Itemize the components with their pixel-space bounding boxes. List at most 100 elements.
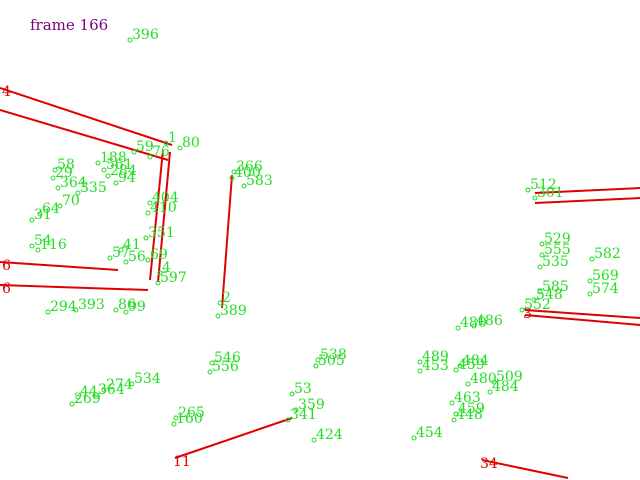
tracked-point: 294 — [45, 299, 77, 315]
segment-line — [0, 109, 169, 161]
point-label: 552 — [524, 297, 551, 313]
point-label: 4 — [162, 260, 171, 276]
segment-line — [0, 284, 149, 291]
tracked-point: 188 — [95, 150, 127, 166]
point-marker — [147, 154, 153, 160]
point-marker — [171, 421, 177, 427]
point-label: 188 — [100, 150, 127, 166]
tracked-point: 424 — [311, 427, 343, 443]
point-label: 31 — [34, 207, 52, 223]
tracked-point: 489 — [417, 349, 449, 365]
point-marker — [525, 187, 531, 193]
point-label: 509 — [496, 369, 523, 385]
tracked-point: 459 — [453, 357, 485, 373]
point-marker — [131, 149, 137, 155]
point-marker — [52, 167, 58, 173]
point-marker — [217, 300, 223, 306]
point-label: 484 — [462, 353, 489, 369]
point-label: 116 — [40, 237, 67, 253]
point-marker — [69, 401, 75, 407]
tracked-point: 58 — [52, 157, 75, 173]
tracked-point: 396 — [127, 27, 159, 43]
point-marker — [229, 175, 235, 181]
point-marker — [105, 173, 111, 179]
point-label: 486 — [476, 313, 503, 329]
tracked-point: 597 — [155, 270, 187, 286]
point-marker — [411, 435, 417, 441]
point-label: 41 — [123, 237, 141, 253]
point-marker — [29, 243, 35, 249]
tracked-point: 484 — [457, 353, 489, 369]
tracked-point: 480 — [465, 371, 497, 387]
tracked-point: 265 — [173, 405, 205, 421]
point-marker — [285, 417, 291, 423]
point-label: 534 — [134, 371, 161, 387]
point-marker — [449, 400, 455, 406]
point-label: 53 — [294, 381, 312, 397]
frame-title: frame 166 — [30, 16, 109, 34]
tracked-point: 59 — [131, 139, 154, 155]
point-marker — [491, 379, 497, 385]
point-label: 459 — [458, 357, 485, 373]
segment-line — [534, 187, 640, 194]
tracked-point: 561 — [101, 157, 133, 173]
point-marker — [457, 363, 463, 369]
point-marker — [293, 407, 299, 413]
tracked-point: 53 — [289, 381, 312, 397]
tracked-point: 64 — [37, 201, 60, 217]
point-label: 99 — [128, 299, 146, 315]
point-label: 480 — [460, 315, 487, 331]
point-marker — [207, 369, 213, 375]
segment-label: 3 — [523, 306, 532, 322]
tracked-point: 569 — [587, 268, 619, 284]
point-label: 585 — [542, 279, 569, 295]
tracked-point: 582 — [589, 246, 621, 262]
point-marker — [471, 323, 477, 329]
tracked-point: 44 — [75, 384, 98, 400]
tracked-point: 364 — [55, 175, 87, 191]
point-marker — [532, 195, 538, 201]
point-label: 561 — [106, 157, 133, 173]
point-marker — [465, 381, 471, 387]
point-marker — [50, 175, 56, 181]
tracked-point: 31 — [29, 207, 52, 223]
point-label: 364 — [98, 382, 125, 398]
point-label: 57 — [112, 245, 130, 261]
point-marker — [453, 367, 459, 373]
point-marker — [118, 247, 124, 253]
tracked-point: 56 — [123, 249, 146, 265]
segment-line — [0, 261, 119, 271]
point-label: 582 — [594, 246, 621, 262]
point-marker — [587, 278, 593, 284]
point-label: 59 — [136, 139, 154, 155]
tracked-point: 448 — [451, 407, 483, 423]
tracked-point: 453 — [417, 358, 449, 374]
tracked-point: 529 — [539, 231, 571, 247]
point-marker — [29, 217, 35, 223]
point-label: 301 — [537, 185, 564, 201]
point-label: 535 — [542, 254, 569, 270]
point-label: 76 — [152, 144, 170, 160]
segment-line — [481, 459, 569, 479]
tracked-point: 80 — [177, 135, 200, 151]
tracked-point: 538 — [315, 347, 347, 363]
tracked-point: 546 — [209, 350, 241, 366]
segment-line — [174, 417, 293, 459]
point-label: 546 — [214, 350, 241, 366]
point-marker — [173, 415, 179, 421]
point-marker — [75, 394, 81, 400]
tracked-point: 284 — [105, 163, 137, 179]
tracked-point: 54 — [29, 233, 52, 249]
tracked-point: 301 — [532, 185, 564, 201]
point-label: 512 — [530, 177, 557, 193]
tracked-point: 76 — [147, 144, 170, 160]
point-label: 160 — [176, 411, 203, 427]
tracked-point: 552 — [519, 297, 551, 313]
point-marker — [129, 381, 135, 387]
tracked-point: 359 — [293, 397, 325, 413]
point-marker — [35, 247, 41, 253]
point-marker — [589, 256, 595, 262]
point-label: 396 — [132, 27, 159, 43]
point-label: 265 — [178, 405, 205, 421]
